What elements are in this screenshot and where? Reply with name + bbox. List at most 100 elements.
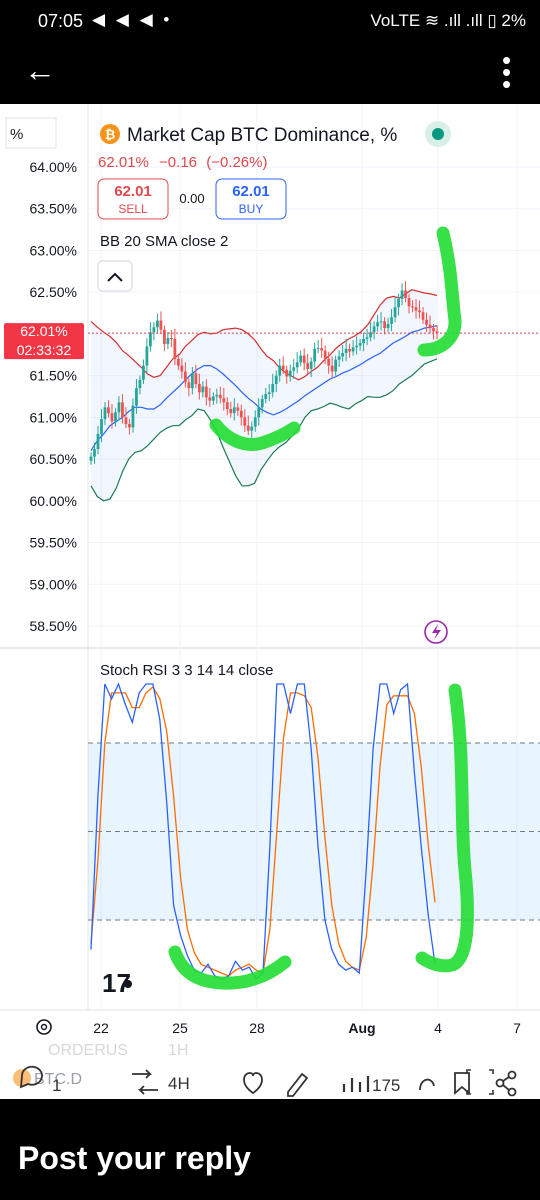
candle-body bbox=[313, 348, 317, 362]
candle-body bbox=[162, 329, 166, 344]
bb-lower-line bbox=[90, 358, 438, 502]
candle-body bbox=[250, 426, 254, 431]
bb-upper-line bbox=[90, 289, 438, 381]
candle-body bbox=[225, 402, 229, 410]
repost-count: 4H bbox=[168, 1074, 190, 1093]
status-right: VoLTE ≋ .ıll .ıll ▯ 2% bbox=[370, 11, 526, 31]
candle-body bbox=[149, 332, 152, 347]
bitcoin-symbol-icon: ₿ bbox=[105, 127, 116, 142]
candle-body bbox=[156, 320, 159, 328]
y-tick-label: 63.00% bbox=[30, 242, 77, 258]
candle-body bbox=[173, 338, 177, 359]
candle-body bbox=[418, 310, 421, 313]
change-pct: (−0.26%) bbox=[206, 154, 267, 171]
candle-body bbox=[236, 407, 240, 411]
x-tick-label: 28 bbox=[249, 1020, 265, 1036]
candle-body bbox=[428, 324, 432, 329]
y-tick-label: 64.00% bbox=[30, 159, 77, 175]
candle-body bbox=[397, 298, 400, 308]
gear-icon[interactable] bbox=[36, 1019, 52, 1035]
scale-button[interactable] bbox=[5, 117, 57, 149]
annotation-right-top bbox=[417, 226, 462, 357]
candle-body bbox=[292, 367, 296, 371]
reply-icon[interactable] bbox=[19, 1065, 43, 1089]
candle-body bbox=[142, 365, 145, 380]
buy-label: BUY bbox=[239, 202, 264, 216]
change-line: 62.01% −0.16 (−0.26%) bbox=[98, 154, 267, 171]
candle-body bbox=[355, 345, 359, 348]
battery-level: 2% bbox=[501, 11, 526, 30]
candle-body bbox=[187, 382, 191, 389]
collapse-button[interactable] bbox=[97, 260, 133, 292]
candle-body bbox=[215, 394, 219, 397]
candle-body bbox=[432, 328, 435, 332]
candle-body bbox=[337, 356, 341, 360]
buy-price: 62.01 bbox=[232, 183, 270, 200]
chevron-up-icon bbox=[107, 272, 123, 282]
candle-body bbox=[281, 365, 285, 370]
candle-body bbox=[232, 407, 236, 414]
candle-body bbox=[306, 363, 310, 369]
buy-button[interactable] bbox=[215, 178, 287, 220]
candle-body bbox=[302, 355, 306, 364]
notification-icons: ◀ ◀ ◀ • bbox=[92, 10, 173, 29]
views-count: 175 bbox=[372, 1076, 400, 1095]
views-icon[interactable] bbox=[342, 1076, 370, 1092]
candle-body bbox=[400, 290, 404, 299]
candle-body bbox=[435, 331, 439, 334]
candle-body bbox=[285, 369, 289, 377]
obscured-interval: 1H bbox=[168, 1042, 188, 1059]
candle-body bbox=[138, 379, 142, 389]
chart-title: Market Cap BTC Dominance, % bbox=[127, 125, 397, 146]
candle-body bbox=[309, 361, 313, 369]
candle-body bbox=[288, 370, 292, 377]
tweet-action-bar: 1 4H 175 bbox=[19, 1065, 517, 1097]
candles bbox=[89, 281, 439, 465]
stoch-indicator-label[interactable]: Stoch RSI 3 3 14 14 close bbox=[100, 662, 273, 679]
candle-body bbox=[135, 388, 138, 406]
hand-drawn-annotations bbox=[168, 226, 474, 990]
y-axis-ticks: 64.00% 63.50% 63.00% 62.50% 61.50% 61.00% 60.5… bbox=[30, 159, 77, 634]
candle-body bbox=[299, 355, 303, 363]
repost-icon[interactable] bbox=[132, 1069, 158, 1095]
fullscreen-icon[interactable] bbox=[466, 1069, 494, 1095]
y-tick-label: 61.00% bbox=[30, 409, 77, 425]
candle-body bbox=[152, 327, 156, 333]
candle-body bbox=[128, 424, 131, 428]
candle-body bbox=[411, 306, 414, 308]
y-tick-label: 63.50% bbox=[30, 201, 77, 217]
bitcoin-logo-icon bbox=[100, 124, 120, 144]
post-reply-title[interactable]: Post your reply bbox=[18, 1140, 251, 1176]
price-badge-countdown: 02:33:32 bbox=[17, 342, 72, 358]
lightning-icon[interactable] bbox=[424, 620, 448, 644]
candle-body bbox=[278, 365, 282, 376]
candle-body bbox=[107, 407, 110, 414]
like-icon[interactable] bbox=[243, 1072, 263, 1095]
y-tick-label: 60.00% bbox=[30, 493, 77, 509]
candle-body bbox=[103, 407, 107, 420]
candle-body bbox=[169, 338, 173, 340]
candle-body bbox=[176, 358, 180, 366]
undo-icon[interactable] bbox=[419, 1078, 435, 1091]
obscured-strip bbox=[0, 1040, 540, 1098]
candle-body bbox=[295, 362, 299, 368]
bb-band-fill bbox=[91, 289, 437, 501]
post-reply-bar[interactable]: Post your reply bbox=[0, 1100, 540, 1200]
candle-body bbox=[204, 386, 208, 398]
edit-icon[interactable] bbox=[287, 1072, 309, 1097]
tradingview-chart[interactable]: 64.00% 63.50% 63.00% 62.50% 61.50% 61.00% 60.5… bbox=[0, 104, 540, 1099]
more-vertical-icon[interactable]: • • • bbox=[502, 45, 512, 99]
candle-body bbox=[100, 419, 103, 435]
candle-body bbox=[197, 383, 201, 393]
candle-body bbox=[393, 307, 397, 318]
sell-button[interactable] bbox=[97, 178, 169, 220]
candle-body bbox=[320, 348, 324, 351]
candle-body bbox=[166, 338, 170, 344]
candle-body bbox=[96, 434, 100, 450]
back-arrow-icon[interactable]: ← bbox=[24, 52, 56, 88]
y-tick-label: 58.50% bbox=[30, 618, 77, 634]
candle-body bbox=[89, 456, 93, 461]
bb-indicator-label[interactable]: BB 20 SMA close 2 bbox=[100, 233, 228, 250]
share-icon[interactable] bbox=[495, 1070, 517, 1097]
candle-body bbox=[407, 298, 411, 307]
